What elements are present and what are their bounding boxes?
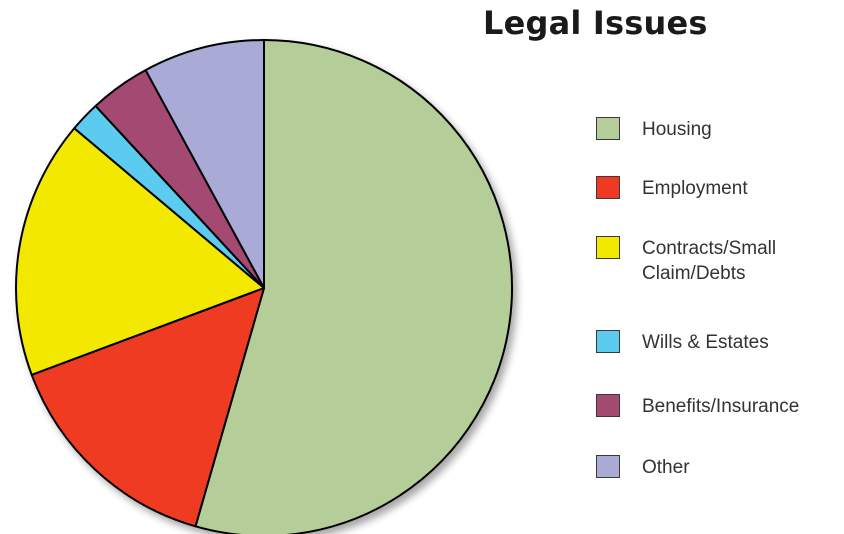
legend-label-housing: Housing: [642, 119, 712, 140]
chart-title: Legal Issues: [483, 4, 708, 42]
legend-label-benefits-insurance: Benefits/Insurance: [642, 396, 800, 417]
legend-label-contracts: Contracts/Small Claim/Debts: [642, 238, 777, 284]
pie-slice-contracts-small-claim-debts: [15, 127, 265, 376]
pie-slice-employment: [30, 287, 265, 528]
legend-label-other: Other: [642, 457, 690, 478]
legend-label-wills-estates: Wills & Estates: [642, 332, 769, 353]
legend-item-wills-estates: Wills & Estates: [596, 330, 842, 355]
legend-item-contracts: Contracts/Small Claim/Debts: [596, 236, 812, 286]
legend-swatch-housing: [596, 117, 620, 140]
legend-item-benefits-insurance: Benefits/Insurance: [596, 394, 842, 419]
legend-swatch-other: [596, 455, 620, 478]
legend-label-employment: Employment: [642, 178, 748, 199]
pie-slice-housing: [194, 39, 513, 534]
legend-swatch-wills-estates: [596, 330, 620, 353]
pie-slices: [15, 39, 513, 534]
legend-swatch-benefits-insurance: [596, 394, 620, 417]
legend: Housing Employment Contracts/Small Claim…: [596, 0, 844, 534]
pie-slice-other: [144, 39, 265, 289]
legend-swatch-contracts: [596, 236, 620, 259]
legend-item-housing: Housing: [596, 117, 842, 142]
legend-swatch-employment: [596, 176, 620, 199]
legend-item-employment: Employment: [596, 176, 842, 201]
legend-item-other: Other: [596, 455, 842, 480]
